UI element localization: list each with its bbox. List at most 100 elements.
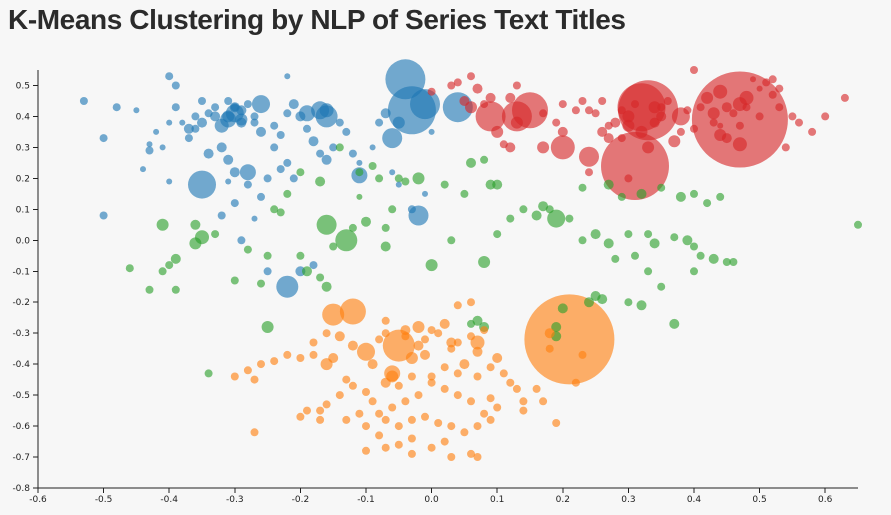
data-point[interactable] xyxy=(499,369,508,378)
data-point[interactable] xyxy=(296,412,305,421)
data-point[interactable] xyxy=(467,332,475,341)
data-point[interactable] xyxy=(263,174,272,183)
data-point[interactable] xyxy=(603,133,614,144)
data-point[interactable] xyxy=(557,303,568,314)
data-point[interactable] xyxy=(369,144,376,151)
data-point[interactable] xyxy=(315,176,326,187)
data-point[interactable] xyxy=(440,384,449,393)
data-point[interactable] xyxy=(375,335,384,344)
data-point[interactable] xyxy=(578,236,587,245)
data-point[interactable] xyxy=(460,189,469,198)
data-point[interactable] xyxy=(466,157,476,168)
data-point[interactable] xyxy=(190,219,201,230)
data-point[interactable] xyxy=(421,335,429,344)
data-point[interactable] xyxy=(356,193,363,200)
data-point[interactable] xyxy=(303,406,311,415)
data-point[interactable] xyxy=(229,167,240,178)
data-point[interactable] xyxy=(636,300,647,311)
data-point[interactable] xyxy=(486,363,495,372)
data-point[interactable] xyxy=(636,188,647,199)
data-point[interactable] xyxy=(263,251,272,260)
data-point[interactable] xyxy=(755,112,764,121)
data-point[interactable] xyxy=(701,91,714,104)
data-point[interactable] xyxy=(611,254,620,263)
data-point[interactable] xyxy=(768,75,777,84)
data-point[interactable] xyxy=(394,440,403,449)
data-point[interactable] xyxy=(750,76,756,83)
data-point[interactable] xyxy=(506,214,515,223)
data-point[interactable] xyxy=(447,344,456,353)
data-point[interactable] xyxy=(296,168,305,177)
data-point[interactable] xyxy=(648,101,661,114)
data-point[interactable] xyxy=(467,298,475,307)
data-point[interactable] xyxy=(459,359,470,370)
data-point[interactable] xyxy=(649,117,660,128)
data-point[interactable] xyxy=(165,261,174,270)
data-point[interactable] xyxy=(492,353,503,363)
data-point[interactable] xyxy=(334,331,345,342)
data-point[interactable] xyxy=(79,97,88,105)
data-point[interactable] xyxy=(519,205,528,214)
data-point[interactable] xyxy=(642,141,655,154)
data-point[interactable] xyxy=(165,72,174,81)
data-point[interactable] xyxy=(721,102,732,113)
data-point[interactable] xyxy=(243,245,252,254)
data-point[interactable] xyxy=(434,329,443,338)
data-point[interactable] xyxy=(591,109,600,118)
data-point[interactable] xyxy=(480,100,489,109)
data-point[interactable] xyxy=(171,103,180,112)
data-point[interactable] xyxy=(551,322,562,332)
data-point[interactable] xyxy=(421,412,429,421)
data-point[interactable] xyxy=(322,329,331,338)
data-point[interactable] xyxy=(473,372,482,381)
data-point[interactable] xyxy=(296,251,305,260)
data-point[interactable] xyxy=(276,208,285,217)
data-point[interactable] xyxy=(230,276,239,285)
data-point[interactable] xyxy=(405,352,418,364)
data-point[interactable] xyxy=(558,100,567,109)
data-point[interactable] xyxy=(598,97,607,105)
data-point[interactable] xyxy=(362,446,370,455)
data-point[interactable] xyxy=(585,168,593,177)
data-point[interactable] xyxy=(519,397,528,406)
data-point[interactable] xyxy=(565,214,574,223)
data-point[interactable] xyxy=(348,149,357,158)
data-point[interactable] xyxy=(335,143,344,152)
data-point[interactable] xyxy=(380,377,391,388)
data-point[interactable] xyxy=(381,415,390,424)
data-point[interactable] xyxy=(395,181,402,188)
data-point[interactable] xyxy=(380,241,391,252)
data-point[interactable] xyxy=(545,344,554,353)
data-point[interactable] xyxy=(348,223,357,232)
data-point[interactable] xyxy=(447,453,456,461)
data-point[interactable] xyxy=(603,238,614,249)
data-point[interactable] xyxy=(473,422,482,431)
data-point[interactable] xyxy=(617,192,626,201)
data-point[interactable] xyxy=(668,135,681,148)
data-point[interactable] xyxy=(394,422,403,431)
data-point[interactable] xyxy=(472,83,483,94)
data-point[interactable] xyxy=(250,112,259,121)
data-point[interactable] xyxy=(610,117,621,128)
data-point[interactable] xyxy=(434,419,443,427)
data-point[interactable] xyxy=(263,267,272,276)
data-point[interactable] xyxy=(413,340,424,351)
data-point[interactable] xyxy=(739,90,754,105)
data-point[interactable] xyxy=(410,89,440,120)
data-point[interactable] xyxy=(381,223,390,232)
data-point[interactable] xyxy=(289,174,298,183)
data-point[interactable] xyxy=(501,101,532,132)
data-point[interactable] xyxy=(550,135,575,160)
data-point[interactable] xyxy=(407,449,416,458)
data-point[interactable] xyxy=(656,111,667,122)
data-point[interactable] xyxy=(230,199,239,208)
data-point[interactable] xyxy=(140,166,146,173)
data-point[interactable] xyxy=(156,218,169,231)
data-point[interactable] xyxy=(257,279,265,288)
data-point[interactable] xyxy=(644,230,653,239)
data-point[interactable] xyxy=(557,126,568,137)
data-point[interactable] xyxy=(158,267,167,276)
data-point[interactable] xyxy=(491,125,504,138)
data-point[interactable] xyxy=(604,121,613,130)
data-point[interactable] xyxy=(440,363,449,372)
